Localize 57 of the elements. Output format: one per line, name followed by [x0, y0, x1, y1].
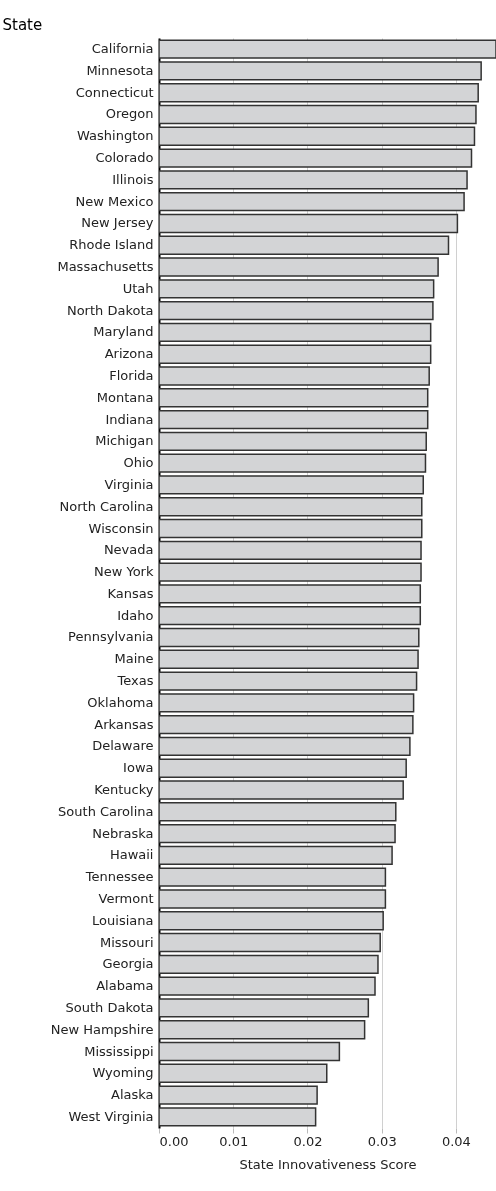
- y-tick-label: Tennessee: [84, 869, 154, 885]
- y-tick-label: Louisiana: [92, 912, 154, 928]
- y-tick-label: Washington: [77, 128, 154, 144]
- y-tick-label: Wyoming: [92, 1065, 154, 1081]
- y-tick-label: South Dakota: [65, 999, 154, 1015]
- y-tick-label: New Mexico: [75, 193, 154, 209]
- y-tick-label: Texas: [116, 673, 154, 689]
- y-tick-label: Hawaii: [109, 847, 154, 863]
- y-tick-label: Alabama: [96, 978, 154, 994]
- y-tick-label: Illinois: [112, 171, 154, 187]
- y-tick-label: Alaska: [110, 1087, 154, 1103]
- y-tick-label: Missouri: [99, 934, 154, 950]
- y-tick-label: Oklahoma: [87, 694, 154, 710]
- y-tick-label: Kansas: [107, 585, 154, 601]
- y-tick-label: Utah: [122, 280, 154, 296]
- y-tick-label: Idaho: [117, 607, 154, 623]
- y-tick-label: Michigan: [95, 433, 154, 449]
- y-tick-label: West Virginia: [68, 1108, 154, 1124]
- y-tick-label: Massachusetts: [57, 259, 154, 275]
- y-tick-label: New Hampshire: [50, 1021, 154, 1037]
- x-axis-title: State Innovativeness Score: [239, 1156, 417, 1172]
- y-tick-label: Wisconsin: [88, 520, 154, 536]
- y-tick-label: Vermont: [98, 890, 154, 906]
- y-tick-label: Nebraska: [92, 825, 154, 841]
- y-tick-label: Maryland: [93, 324, 154, 340]
- y-tick-label: Georgia: [102, 956, 154, 972]
- y-tick-label: Minnesota: [86, 62, 154, 78]
- x-tick-label: 0.00: [159, 1133, 189, 1149]
- y-tick-label: Indiana: [105, 411, 154, 427]
- x-tick-label: 0.03: [367, 1133, 397, 1149]
- y-tick-label: California: [91, 41, 154, 57]
- y-tick-label: Colorado: [95, 150, 154, 166]
- y-tick-label: Arkansas: [94, 716, 154, 732]
- y-tick-label: Connecticut: [75, 84, 154, 100]
- y-tick-label: Ohio: [123, 455, 154, 471]
- x-tick-label: 0.04: [441, 1133, 471, 1149]
- y-tick-label: North Dakota: [66, 302, 154, 318]
- y-tick-label: Rhode Island: [69, 237, 154, 253]
- y-tick-label: Montana: [96, 389, 154, 405]
- y-tick-label: Oregon: [105, 106, 154, 122]
- y-axis-title: State: [2, 15, 43, 34]
- y-tick-label: Iowa: [123, 760, 154, 776]
- y-tick-label: New Jersey: [81, 215, 154, 231]
- y-tick-label: Nevada: [103, 542, 154, 558]
- x-tick-label: 0.02: [293, 1133, 323, 1149]
- y-tick-label: Arizona: [104, 346, 154, 362]
- y-tick-label: South Carolina: [58, 803, 154, 819]
- y-tick-label: Pennsylvania: [68, 629, 154, 645]
- y-tick-label: North Carolina: [59, 498, 154, 514]
- y-tick-label: Maine: [114, 651, 154, 667]
- x-tick-label: 0.01: [219, 1133, 249, 1149]
- y-tick-label: Kentucky: [94, 782, 154, 798]
- y-tick-label: Mississippi: [84, 1043, 154, 1059]
- y-tick-label: Delaware: [92, 738, 154, 754]
- y-tick-label: Florida: [109, 367, 154, 383]
- y-tick-label: Virginia: [104, 476, 154, 492]
- y-tick-label: New York: [93, 564, 154, 580]
